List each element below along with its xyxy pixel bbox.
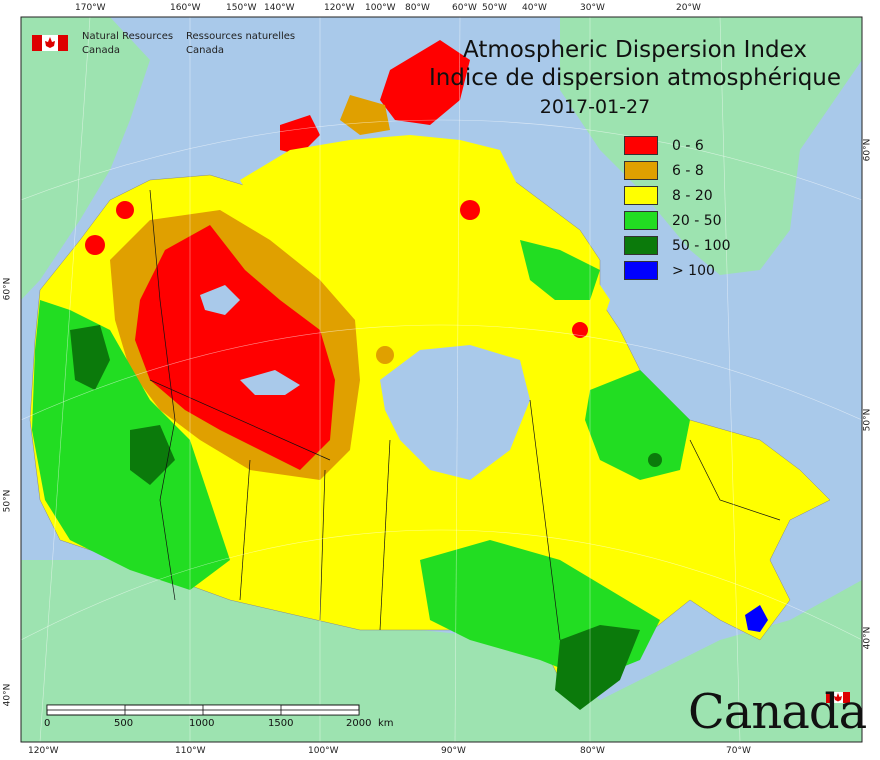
legend-item: 0 - 6 (624, 133, 731, 158)
legend-swatch (624, 161, 658, 180)
legend-item: 50 - 100 (624, 233, 731, 258)
scale-tick-label: 0 (44, 718, 50, 729)
legend-label: 0 - 6 (672, 138, 704, 154)
scale-tick-label: 1500 (268, 718, 293, 729)
left-lat-label: 40°N (2, 684, 12, 707)
legend-swatch (624, 236, 658, 255)
hotspot (376, 346, 394, 364)
legend-item: 20 - 50 (624, 208, 731, 233)
scale-bar: 0 500 1000 1500 2000 km (46, 704, 366, 736)
legend-label: > 100 (672, 263, 715, 279)
bottom-lon-label: 100°W (308, 746, 339, 756)
legend-swatch (624, 211, 658, 230)
title-english: Atmospheric Dispersion Index (400, 36, 870, 64)
hotspot (460, 200, 480, 220)
agency-en-line1: Natural Resources (82, 30, 202, 44)
top-lon-label: 140°W (264, 3, 295, 13)
scale-unit-label: km (378, 718, 394, 729)
hotspot (648, 453, 662, 467)
legend-swatch (624, 261, 658, 280)
legend-label: 20 - 50 (672, 213, 722, 229)
bottom-lon-label: 80°W (580, 746, 605, 756)
top-lon-label: 40°W (522, 3, 547, 13)
right-lat-label: 50°N (862, 409, 872, 432)
bottom-lon-label: 120°W (28, 746, 59, 756)
map-title-block: Atmospheric Dispersion Index Indice de d… (400, 36, 870, 122)
legend: 0 - 6 6 - 8 8 - 20 20 - 50 50 - 100 > 10… (624, 133, 731, 283)
hotspot (116, 201, 134, 219)
right-lat-label: 60°N (862, 139, 872, 162)
agency-en-line2: Canada (82, 44, 202, 58)
scale-tick-label: 1000 (189, 718, 214, 729)
top-lon-label: 120°W (324, 3, 355, 13)
legend-swatch (624, 186, 658, 205)
right-lat-label: 40°N (862, 627, 872, 650)
legend-label: 50 - 100 (672, 238, 731, 254)
canada-wordmark: Canada (688, 684, 866, 740)
top-lon-label: 50°W (482, 3, 507, 13)
scale-tick-label: 500 (114, 718, 133, 729)
top-lon-label: 160°W (170, 3, 201, 13)
legend-label: 8 - 20 (672, 188, 713, 204)
title-french: Indice de dispersion atmosphérique (400, 64, 870, 92)
legend-item: 8 - 20 (624, 183, 731, 208)
map-date: 2017-01-27 (400, 92, 790, 122)
agency-fr-line2: Canada (186, 44, 326, 58)
top-lon-label: 30°W (580, 3, 605, 13)
top-lon-label: 170°W (75, 3, 106, 13)
bottom-lon-label: 90°W (441, 746, 466, 756)
top-lon-label: 80°W (405, 3, 430, 13)
scale-tick-label: 2000 (346, 718, 371, 729)
legend-item: 6 - 8 (624, 158, 731, 183)
top-lon-label: 20°W (676, 3, 701, 13)
scale-bar-graphic (46, 704, 366, 718)
left-lat-label: 50°N (2, 490, 12, 513)
top-lon-label: 100°W (365, 3, 396, 13)
agency-fr-line1: Ressources naturelles (186, 30, 326, 44)
hotspot (85, 235, 105, 255)
nrcan-flag-icon (32, 35, 68, 51)
top-lon-label: 60°W (452, 3, 477, 13)
legend-label: 6 - 8 (672, 163, 704, 179)
bottom-lon-label: 70°W (726, 746, 751, 756)
left-lat-label: 60°N (2, 278, 12, 301)
bottom-lon-label: 110°W (175, 746, 206, 756)
top-lon-label: 150°W (226, 3, 257, 13)
legend-swatch (624, 136, 658, 155)
legend-item: > 100 (624, 258, 731, 283)
